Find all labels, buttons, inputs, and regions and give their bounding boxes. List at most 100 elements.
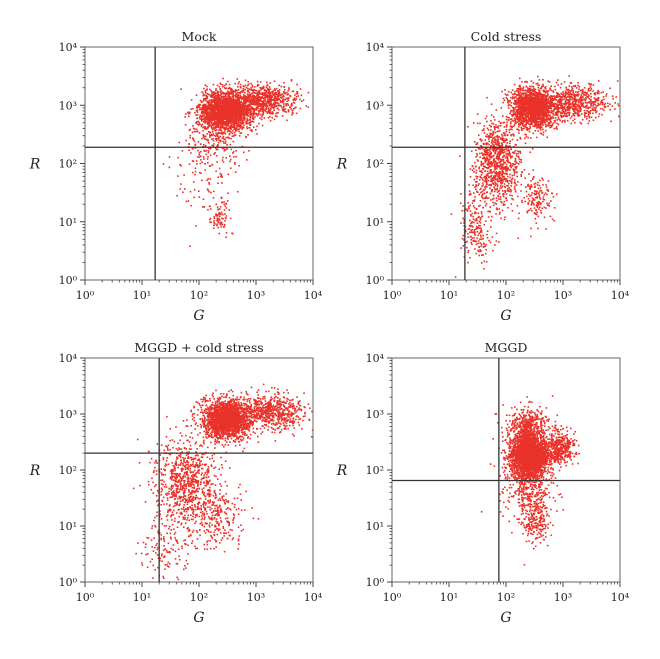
- data-point: [239, 102, 241, 105]
- data-point: [202, 156, 205, 158]
- data-point: [249, 89, 252, 91]
- data-point: [546, 120, 548, 123]
- data-point: [217, 97, 220, 100]
- data-point: [217, 99, 220, 101]
- data-point: [534, 100, 537, 102]
- data-point: [224, 128, 227, 131]
- data-point: [206, 117, 209, 120]
- data-point: [258, 112, 260, 115]
- data-point: [236, 123, 238, 126]
- data-point: [237, 122, 240, 125]
- data-point: [222, 226, 225, 228]
- data-point: [518, 116, 520, 118]
- data-point: [536, 103, 538, 105]
- data-point: [212, 92, 215, 94]
- data-point: [236, 107, 239, 109]
- data-point: [268, 86, 271, 88]
- data-point: [292, 99, 295, 101]
- data-point: [246, 117, 249, 120]
- data-point: [542, 79, 544, 81]
- data-point: [214, 121, 216, 124]
- data-point: [191, 131, 194, 134]
- data-point: [513, 83, 516, 86]
- data-point: [237, 98, 240, 101]
- data-point: [508, 107, 510, 109]
- data-point: [521, 92, 523, 95]
- data-point: [544, 123, 547, 126]
- data-point: [256, 104, 258, 106]
- data-point: [211, 91, 213, 93]
- data-point: [243, 118, 246, 120]
- data-point: [516, 98, 518, 100]
- data-point: [213, 93, 215, 96]
- data-point: [531, 94, 533, 97]
- data-point: [212, 99, 214, 102]
- data-point: [244, 84, 247, 87]
- data-point: [207, 103, 210, 106]
- data-point: [197, 103, 200, 106]
- data-point: [219, 94, 221, 96]
- data-point: [232, 94, 235, 96]
- data-point: [204, 90, 207, 93]
- data-point: [245, 108, 248, 111]
- data-point: [221, 137, 224, 139]
- data-point: [278, 98, 280, 101]
- data-point: [266, 84, 269, 86]
- data-point: [224, 101, 226, 103]
- data-point: [225, 136, 228, 139]
- data-point: [211, 101, 214, 103]
- data-point: [280, 93, 283, 96]
- data-point: [212, 83, 215, 86]
- data-point: [215, 214, 217, 217]
- data-point: [237, 91, 239, 94]
- data-point: [204, 125, 206, 128]
- data-point: [290, 79, 293, 81]
- data-point: [206, 123, 209, 125]
- data-point: [273, 80, 276, 83]
- data-point: [223, 95, 226, 98]
- data-point: [225, 118, 228, 120]
- data-point: [208, 122, 211, 125]
- data-point: [223, 138, 225, 140]
- data-point: [207, 100, 209, 103]
- data-point: [269, 112, 272, 115]
- data-point: [201, 91, 203, 93]
- data-point: [256, 113, 258, 115]
- data-point: [236, 125, 239, 128]
- data-point: [515, 96, 517, 98]
- data-point: [550, 103, 553, 106]
- data-point: [267, 96, 270, 98]
- data-point: [509, 128, 512, 130]
- data-point: [546, 98, 549, 101]
- data-point: [230, 114, 233, 117]
- data-point: [227, 129, 229, 131]
- data-point: [537, 93, 539, 95]
- data-point: [222, 95, 224, 98]
- data-point: [519, 114, 522, 116]
- data-point: [273, 94, 276, 97]
- data-point: [224, 220, 226, 222]
- data-point: [214, 99, 216, 102]
- data-point: [207, 125, 210, 128]
- data-point: [287, 97, 290, 99]
- data-point: [219, 172, 222, 175]
- data-point: [241, 108, 244, 110]
- data-point: [215, 97, 218, 99]
- data-point: [219, 102, 222, 105]
- data-point: [237, 101, 240, 103]
- data-point: [214, 98, 216, 101]
- data-point: [190, 99, 193, 101]
- data-point: [211, 93, 213, 96]
- data-point: [223, 150, 226, 152]
- data-point: [277, 102, 280, 105]
- data-point: [259, 81, 262, 83]
- data-point: [204, 145, 207, 148]
- data-point: [198, 196, 201, 198]
- data-point: [532, 85, 535, 88]
- data-point: [244, 88, 246, 91]
- data-point: [252, 113, 254, 116]
- data-point: [535, 106, 538, 108]
- data-point: [218, 113, 220, 116]
- data-point: [522, 108, 524, 110]
- data-point: [223, 115, 226, 117]
